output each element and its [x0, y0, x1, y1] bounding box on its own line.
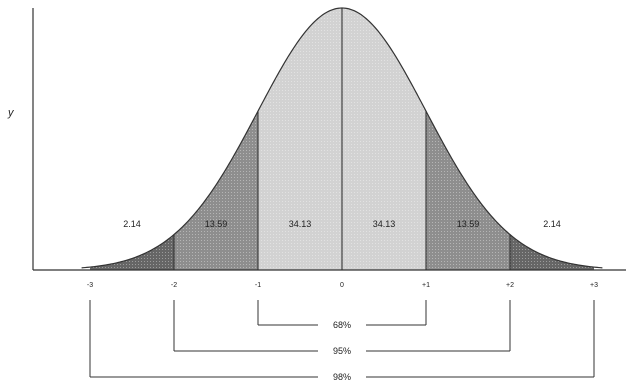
region-texture-1 — [90, 234, 174, 270]
x-tick-6: +2 — [506, 282, 514, 289]
curve-regions — [90, 8, 594, 270]
region-texture-6 — [510, 234, 594, 270]
x-tick-5: +1 — [422, 282, 430, 289]
region-label-1: 2.14 — [123, 219, 141, 229]
x-tick-1: -3 — [87, 282, 93, 289]
x-tick-3: -1 — [255, 282, 261, 289]
region-label-2: 13.59 — [205, 219, 228, 229]
x-tick-2: -2 — [171, 282, 177, 289]
region-label-3: 34.13 — [289, 219, 312, 229]
x-tick-7: +3 — [590, 282, 598, 289]
range-2sigma: 95% — [173, 300, 511, 356]
region-texture-3 — [258, 8, 342, 270]
region-label-5: 13.59 — [457, 219, 480, 229]
range-label-1: 68% — [333, 320, 351, 330]
range-1sigma: 68% — [257, 300, 427, 330]
region-percent-labels: 2.14 13.59 34.13 34.13 13.59 2.14 — [123, 219, 561, 229]
sigma-dividers — [173, 8, 511, 270]
y-axis-label: y — [7, 107, 15, 119]
region-label-4: 34.13 — [373, 219, 396, 229]
region-texture-4 — [342, 8, 426, 270]
range-3sigma: 98% — [89, 300, 595, 381]
region-label-6: 2.14 — [543, 219, 561, 229]
range-label-3: 98% — [333, 372, 351, 381]
x-tick-4: 0 — [340, 282, 344, 289]
range-label-2: 95% — [333, 346, 351, 356]
range-brackets: 68% 95% 98% — [89, 300, 595, 381]
x-tick-labels: -3 -2 -1 0 +1 +2 +3 — [87, 282, 598, 289]
